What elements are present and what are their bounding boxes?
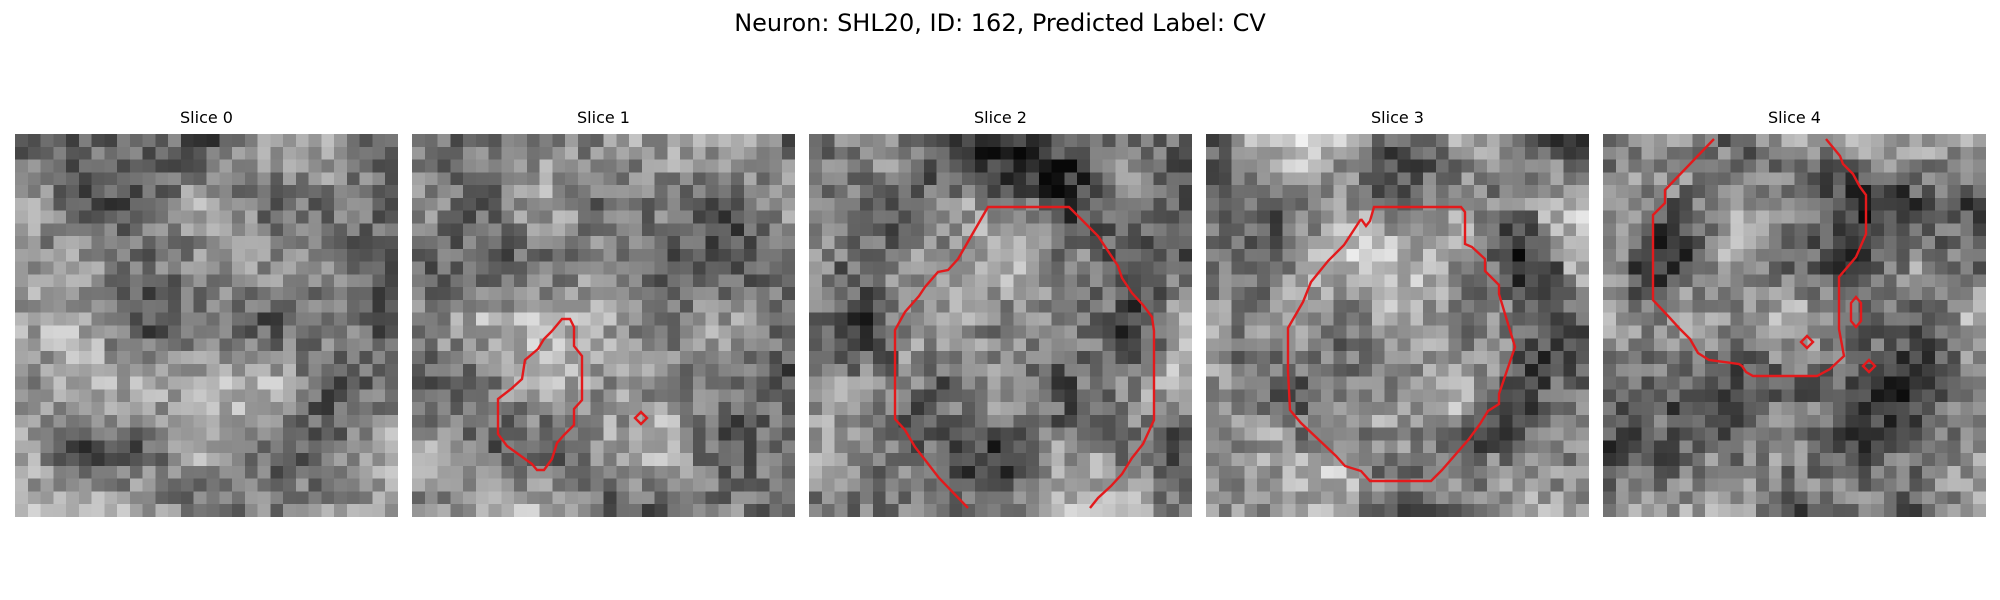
contour-line — [633, 410, 649, 426]
contour-line — [1799, 334, 1815, 350]
slice-image — [412, 134, 795, 517]
contour-overlay — [1286, 205, 1517, 483]
slice-panel-0: Slice 0 — [15, 108, 398, 517]
contour-line — [1286, 205, 1517, 483]
slice-title: Slice 0 — [180, 108, 233, 127]
slice-image — [15, 134, 398, 517]
contour-overlay — [893, 205, 1156, 509]
contour-overlay — [496, 317, 649, 472]
slice-panel-3: Slice 3 — [1206, 108, 1589, 517]
slice-title: Slice 4 — [1768, 108, 1821, 127]
slice-title: Slice 1 — [577, 108, 630, 127]
slice-image — [809, 134, 1192, 517]
slice-title: Slice 3 — [1371, 108, 1424, 127]
slice-image — [1603, 134, 1986, 517]
contour-line — [1861, 358, 1877, 374]
contour-line — [1849, 295, 1863, 329]
slice-panel-1: Slice 1 — [412, 108, 795, 517]
figure-title: Neuron: SHL20, ID: 162, Predicted Label:… — [734, 9, 1266, 37]
contour-line — [893, 205, 1156, 509]
contour-overlay — [15, 134, 398, 517]
slice-title: Slice 2 — [974, 108, 1027, 127]
slice-panel-2: Slice 2 — [809, 108, 1192, 517]
contour-overlay — [1651, 138, 1877, 378]
contour-line — [1651, 138, 1868, 378]
slice-image — [1206, 134, 1589, 517]
contour-line — [496, 317, 584, 472]
slice-panel-4: Slice 4 — [1603, 108, 1986, 517]
